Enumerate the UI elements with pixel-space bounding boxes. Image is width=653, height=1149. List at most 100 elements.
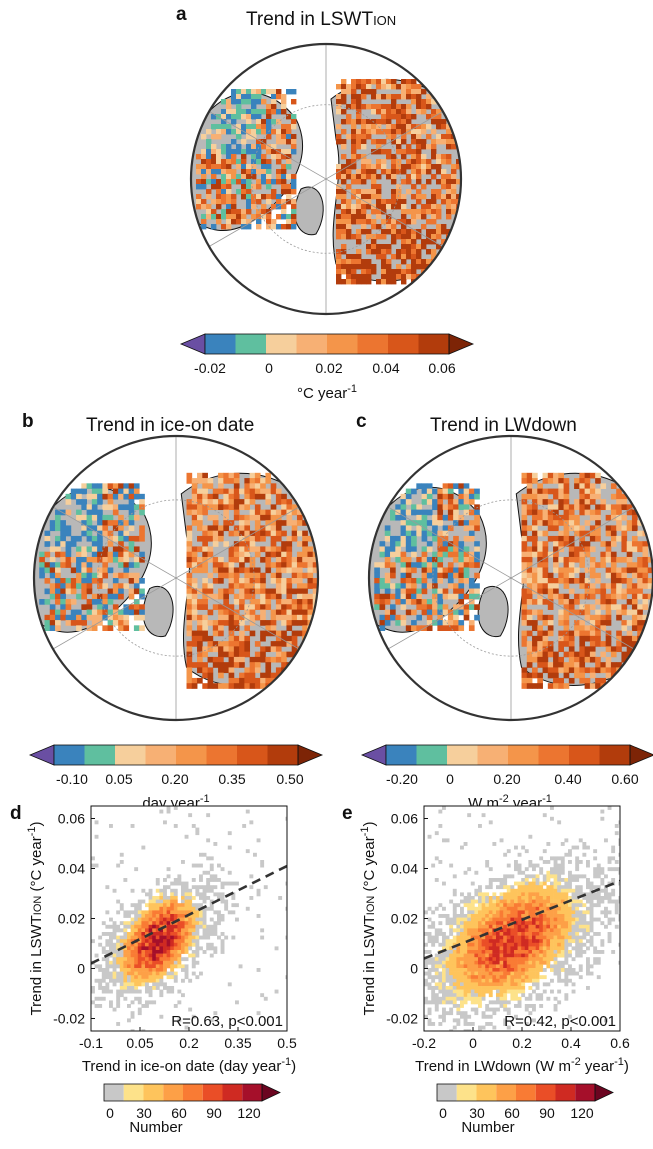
map-b-lake-cell xyxy=(218,604,224,610)
plot-e-cell xyxy=(524,910,529,915)
map-a-lake-cell xyxy=(416,149,422,155)
plot-d-cell xyxy=(166,809,171,814)
map-c-lake-cell xyxy=(437,493,444,500)
map-a-lake-cell xyxy=(421,259,427,265)
plot-e-cell xyxy=(571,914,576,918)
plot-d-cell xyxy=(163,928,167,933)
plot-d-cell xyxy=(145,964,149,969)
map-a-lake-cell xyxy=(391,154,397,160)
plot-d-cell xyxy=(170,888,175,893)
map-c-lake-cell xyxy=(532,514,538,521)
map-b-lake-cell xyxy=(270,614,277,621)
map-b-lake-cell xyxy=(275,614,282,621)
map-a-lake-cell xyxy=(256,124,262,130)
map-b-lake-cell xyxy=(249,672,256,679)
map-b-lake-cell xyxy=(254,572,261,579)
plot-d-cell xyxy=(152,903,157,908)
map-c-lake-cell xyxy=(411,578,417,584)
map-b-lake-cell xyxy=(212,593,219,600)
map-b-lake-cell xyxy=(207,635,214,642)
plot-d-cell xyxy=(152,939,157,944)
map-a-lake-cell xyxy=(341,259,347,265)
map-a-lake-cell xyxy=(221,179,227,185)
plot-d-cell xyxy=(188,932,193,936)
map-c-lake-cell xyxy=(384,620,391,626)
map-c-lake-cell xyxy=(432,593,438,600)
plot-e-cell xyxy=(596,874,601,879)
plot-d-cell xyxy=(170,935,175,940)
plot-d-cell xyxy=(94,863,99,868)
map-b-lake-cell xyxy=(207,609,214,616)
plot-e-cell xyxy=(492,924,497,929)
map-b-lake-cell xyxy=(260,546,266,553)
map-a-lake-cell xyxy=(371,219,377,225)
map-b-lake-cell xyxy=(197,546,203,553)
map-a-lake-cell xyxy=(446,124,452,130)
map-b-lake-cell xyxy=(244,572,251,579)
map-b-lake-cell xyxy=(123,488,130,495)
plot-d-cell xyxy=(209,906,214,911)
map-b-lake-cell xyxy=(307,614,314,621)
plot-e-cell xyxy=(557,878,562,882)
map-c-lake-cell xyxy=(610,514,617,521)
map-c-lake-cell xyxy=(574,478,580,484)
map-a-lake-cell xyxy=(411,239,417,245)
plot-d-cell xyxy=(155,971,160,976)
map-c-lake-cell xyxy=(553,551,559,558)
plot-e-cell xyxy=(542,899,547,904)
map-a-lake-cell xyxy=(436,189,442,195)
map-b-lake-cell xyxy=(260,646,266,653)
map-c-lake-cell xyxy=(442,541,449,547)
map-c-lake-cell xyxy=(416,604,422,610)
map-a-lake-cell xyxy=(386,269,392,275)
plot-d-cell xyxy=(209,917,214,922)
plot-e-cell xyxy=(582,903,587,908)
map-c-lake-cell xyxy=(463,520,470,526)
map-c-lake-cell xyxy=(384,583,391,589)
map-a-lake-cell xyxy=(406,244,412,250)
plot-e-cell xyxy=(506,942,511,947)
map-c-lake-cell xyxy=(542,646,549,653)
plot-d-cell xyxy=(141,845,146,850)
plot-d-cell xyxy=(137,957,142,962)
map-a-lake-cell xyxy=(211,154,217,160)
plot-e-cell xyxy=(478,899,482,904)
plot-d-cell xyxy=(184,896,189,900)
plot-e-cell xyxy=(467,942,472,947)
map-a-lake-cell xyxy=(436,244,442,250)
map-b-lake-cell xyxy=(191,520,198,526)
map-a-lake-cell xyxy=(206,149,212,155)
map-c-lake-cell xyxy=(621,625,628,631)
map-c-lake-cell xyxy=(526,578,533,584)
plot-d-cell xyxy=(152,957,157,962)
map-c-lake-cell xyxy=(553,478,559,484)
map-b-lake-cell xyxy=(302,562,308,568)
plot-e-cell xyxy=(528,910,533,915)
plot-e-cell xyxy=(467,867,472,872)
map-b-lake-cell xyxy=(76,535,82,542)
plot-d-cell xyxy=(235,917,239,922)
map-a-lake-cell xyxy=(371,124,377,130)
plot-e-cell xyxy=(449,932,454,936)
plot-d-cell xyxy=(184,946,189,951)
map-c-lake-cell xyxy=(595,493,601,500)
map-b-lake-cell xyxy=(212,504,219,511)
map-c-lake-cell xyxy=(421,578,428,584)
map-b-lake-cell xyxy=(244,578,251,584)
map-c-lake-cell xyxy=(442,493,449,500)
map-a-lake-cell xyxy=(401,169,407,175)
map-c-lake-cell xyxy=(558,472,564,479)
map-a-lake-cell xyxy=(371,129,377,135)
map-c-lake-cell xyxy=(626,635,633,642)
plot-e-cell xyxy=(560,928,565,933)
map-a-lake-cell xyxy=(241,209,247,215)
map-a-lake-cell xyxy=(346,274,352,280)
map-a-lake-cell xyxy=(366,189,372,195)
plot-e-cell xyxy=(557,870,562,875)
map-c-lake-cell xyxy=(547,583,554,589)
map-a-lake-cell xyxy=(231,139,237,145)
map-a-lake-cell xyxy=(341,264,347,270)
map-a-lake-cell xyxy=(236,114,242,120)
map-c-lake-cell xyxy=(532,572,538,579)
map-c-lake-cell xyxy=(637,604,643,610)
